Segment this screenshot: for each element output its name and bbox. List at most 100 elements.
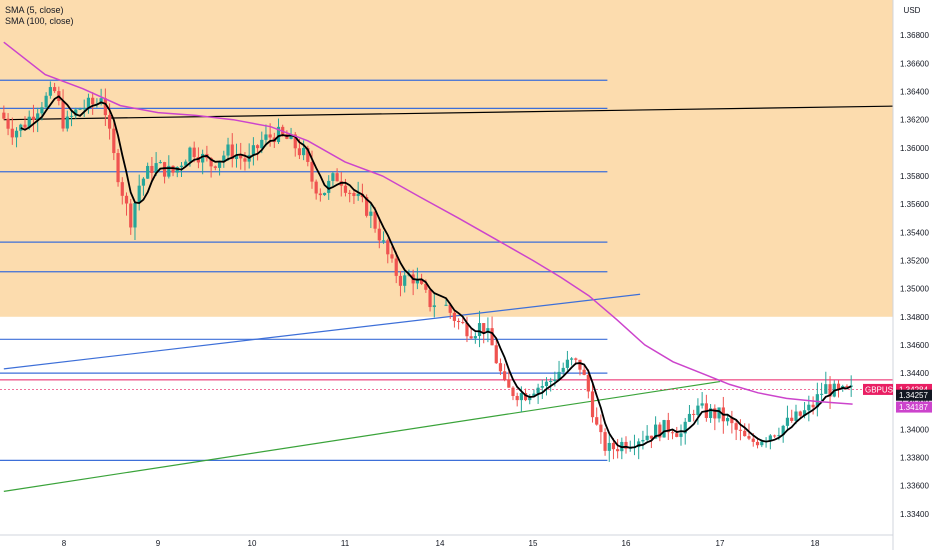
candle [53,82,57,94]
candle-body [751,438,755,442]
x-tick-label: 9 [156,539,161,548]
candle [133,201,137,241]
candle [2,105,6,121]
trendline-1 [3,293,641,370]
candle-body [10,128,14,138]
candle-body [36,113,40,120]
price-tag-bg [896,383,932,395]
candle-body [116,153,120,183]
candle-body [683,421,687,434]
candle [692,409,696,422]
candle [790,409,794,423]
y-tick-label: 1.35200 [900,256,929,265]
candle-body [734,423,738,430]
candle [452,309,457,328]
candle-body [747,436,751,439]
candle-body [44,95,48,108]
candle-body [586,374,590,392]
candle [264,124,268,147]
candle-body [444,304,448,306]
candle-body [675,433,679,437]
candle-body [217,160,222,168]
candle-body [243,158,247,162]
candle-body [465,322,469,337]
candle-body [154,163,158,174]
candle [645,425,649,442]
candle [289,127,293,140]
candle-body [222,155,226,161]
candle-body [730,417,734,424]
candle [641,430,645,450]
candle [19,123,23,138]
trendline-0 [3,104,928,121]
candle [318,188,322,202]
candle [10,117,14,145]
candle-body [420,279,424,284]
candle-body [335,173,339,182]
candle [14,127,19,148]
candle [82,99,86,118]
candle [670,429,675,440]
sma5-line [20,95,852,449]
candle [69,110,74,127]
x-tick-label: 18 [811,539,820,548]
candle-body [637,441,641,448]
candle-body [670,432,675,434]
candle-body [666,420,670,433]
y-tick-label: 1.33400 [900,510,929,519]
candle [276,118,281,144]
candle [511,386,515,401]
candle [251,137,255,166]
candle-body [141,178,146,186]
candle-body [836,383,841,390]
candle-body [201,153,205,163]
candle-body [649,435,653,439]
candle-body [696,405,700,415]
candle [503,363,507,382]
price-tag-2: 1.34187 [896,401,932,413]
candle [734,419,738,441]
candle [599,414,603,444]
candle-body [209,158,213,167]
candle-body [14,130,19,138]
candle-body [482,323,486,333]
sma100-line [3,41,853,405]
candle-body [473,336,477,339]
candle-body [611,442,616,450]
candle-body [377,228,381,241]
candle [704,394,708,422]
candle-body [781,425,785,436]
candle [23,116,27,130]
candle-body [457,320,461,323]
candle [124,192,129,216]
candle-body [369,211,373,216]
candle [798,410,802,418]
candle [348,189,352,203]
candle-body [811,404,815,408]
indicator-sma5-label[interactable]: SMA (5, close) [5,5,64,15]
candle [628,440,632,452]
candle [184,159,188,166]
candle [239,142,243,170]
candle-body [167,165,171,177]
candle-body [318,193,322,196]
candle [544,377,549,396]
candle [540,379,544,399]
candle [112,120,116,161]
candle [150,157,154,182]
candle-body [327,180,331,193]
candle [717,407,721,423]
candle-body [519,393,523,401]
candle-body [352,193,356,197]
candle [632,434,637,456]
y-tick-label: 1.36200 [900,116,929,125]
indicator-sma100-label[interactable]: SMA (100, close) [5,16,74,26]
candle [549,377,553,392]
candle [171,165,175,177]
candle-body [2,112,6,119]
candle [78,107,82,111]
candle-body [503,371,507,380]
candle [611,438,616,460]
candle [819,382,824,404]
